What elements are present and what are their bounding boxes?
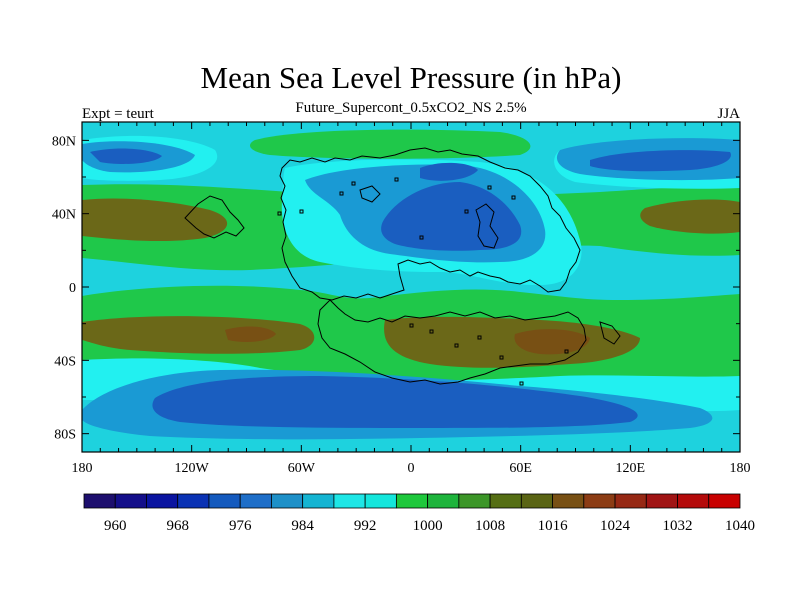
lat-tick-label: 40S bbox=[54, 354, 76, 369]
colorbar-swatch bbox=[177, 493, 210, 509]
map-panel bbox=[82, 122, 740, 452]
colorbar-swatch bbox=[583, 493, 616, 509]
lon-tick-label: 60W bbox=[288, 461, 316, 476]
colorbar-label: 1032 bbox=[663, 518, 693, 534]
coastline-east-peninsula bbox=[475, 203, 499, 249]
colorbar-swatch bbox=[239, 493, 272, 509]
field-high-nw bbox=[82, 198, 228, 242]
colorbar-label: 1024 bbox=[600, 518, 631, 534]
coastline-west-arc bbox=[184, 195, 245, 239]
coastline-south-cape bbox=[599, 321, 621, 345]
field-nw-low-deep bbox=[90, 148, 162, 164]
field-polar-cap bbox=[250, 129, 531, 159]
figure-title: Mean Sea Level Pressure (in hPa) bbox=[201, 60, 622, 95]
colorbar-label: 976 bbox=[229, 518, 252, 534]
field-north-low-deep bbox=[381, 182, 522, 251]
lon-tick-label: 180 bbox=[730, 461, 751, 476]
lat-tick-label: 0 bbox=[69, 281, 76, 296]
field-ne-low-deep bbox=[590, 150, 731, 172]
colorbar-label: 960 bbox=[104, 518, 127, 534]
colorbar-label: 984 bbox=[291, 518, 314, 534]
field-south-low-deep bbox=[152, 376, 638, 428]
latitude-axis: 80N 40N 0 40S 80S bbox=[52, 134, 740, 443]
figure-subtitle: Future_Supercont_0.5xCO2_NS 2.5% bbox=[295, 100, 526, 116]
colorbar-label: 1040 bbox=[725, 518, 755, 534]
colorbar-label: 1008 bbox=[475, 518, 505, 534]
colorbar-swatch bbox=[208, 493, 241, 509]
colorbar-swatch bbox=[427, 493, 460, 509]
colorbar-label: 1016 bbox=[538, 518, 569, 534]
coastlines bbox=[184, 147, 621, 385]
field-high-sw-core bbox=[225, 326, 276, 342]
colorbar-swatch bbox=[146, 493, 179, 509]
colorbar-swatch bbox=[489, 493, 522, 509]
colorbar-swatch bbox=[114, 493, 147, 509]
colorbar-label: 968 bbox=[166, 518, 189, 534]
lat-tick-label: 80S bbox=[54, 428, 76, 443]
lon-tick-label: 120W bbox=[175, 461, 210, 476]
longitude-axis: 180 120W 60W 0 60E 120E 180 bbox=[72, 122, 751, 476]
field-high-s-core bbox=[514, 329, 590, 355]
coastline-north bbox=[279, 147, 581, 301]
colorbar-labels: 960 968 976 984 992 1000 1008 1016 1024 1032 1040 bbox=[104, 518, 755, 534]
colorbar-label: 1000 bbox=[413, 518, 443, 534]
colorbar-swatch bbox=[333, 493, 366, 509]
lon-tick-label: 60E bbox=[509, 461, 532, 476]
colorbar-swatch bbox=[302, 493, 335, 509]
colorbar-swatch bbox=[364, 493, 397, 509]
season-label: JJA bbox=[717, 106, 740, 122]
lon-tick-label: 0 bbox=[408, 461, 415, 476]
coastline-south bbox=[317, 299, 587, 385]
experiment-label: Expt = teurt bbox=[82, 106, 155, 122]
islands bbox=[277, 177, 569, 386]
colorbar-swatch bbox=[520, 493, 553, 509]
lat-tick-label: 40N bbox=[52, 208, 76, 223]
colorbar-swatch bbox=[83, 493, 116, 509]
field-high-sw bbox=[82, 316, 315, 354]
field-north-low-deep-2 bbox=[420, 162, 478, 181]
colorbar-swatch bbox=[271, 493, 304, 509]
coastline-inner-lake bbox=[359, 185, 381, 203]
colorbar-swatch bbox=[614, 493, 647, 509]
colorbar-swatch bbox=[708, 493, 741, 509]
field-south-polar bbox=[82, 430, 740, 452]
lon-tick-label: 180 bbox=[72, 461, 93, 476]
colorbar-label: 992 bbox=[354, 518, 377, 534]
colorbar-swatch bbox=[677, 493, 710, 509]
colorbar-swatch bbox=[395, 493, 429, 509]
colorbar-swatch bbox=[458, 493, 491, 509]
colorbar-swatch bbox=[552, 493, 585, 509]
field-high-s bbox=[384, 316, 640, 368]
colorbar bbox=[83, 493, 741, 509]
colorbar-swatch bbox=[645, 493, 678, 509]
lon-tick-label: 120E bbox=[616, 461, 646, 476]
field-high-ne bbox=[640, 199, 740, 234]
lat-tick-label: 80N bbox=[52, 134, 76, 149]
